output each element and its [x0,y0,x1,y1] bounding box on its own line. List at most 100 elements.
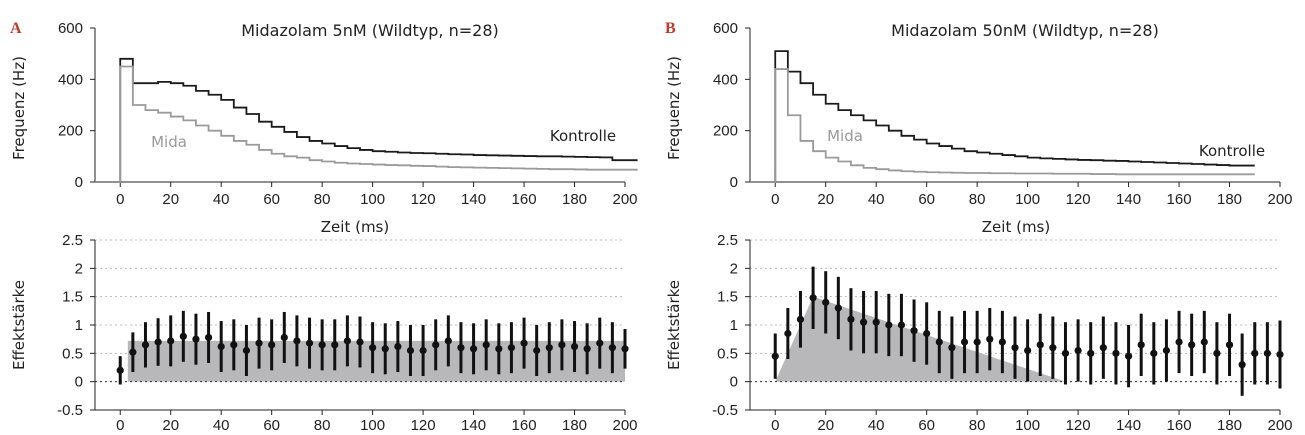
freq-xtick-label-a: 200 [612,191,637,208]
effect-ytick-label-b: 2.5 [717,232,738,249]
effect-point-a [482,341,490,349]
effect-point-a [533,346,541,355]
freq-xtick-label-b: 40 [868,191,885,208]
effect-point-a [596,339,604,347]
effect-point-b [1061,349,1070,357]
effect-xtick-label-a: 40 [213,417,230,434]
freq-ytick-label-a: 600 [58,20,83,37]
freq-xtick-label-a: 60 [263,191,280,208]
effect-xtick-label-a: 80 [314,417,331,434]
effect-point-b [923,329,931,338]
freq-xtick-label-a: 140 [461,191,486,208]
effect-point-a [230,341,238,349]
freq-xlabel-b: Zeit (ms) [982,218,1050,236]
effect-point-b [1124,352,1133,360]
effect-ytick-label-a: 1 [75,317,83,334]
effect-point-b [973,338,981,346]
effect-point-b [998,338,1006,346]
effect-point-a [280,333,288,342]
effect-point-b [1251,349,1259,357]
freq-xtick-label-b: 200 [1267,191,1292,208]
effect-xtick-label-a: 160 [512,417,537,434]
kontrolle-series-b [750,50,1255,183]
effect-point-b [822,298,830,306]
effect-point-b [910,327,918,335]
effect-point-b [897,321,906,329]
effect-point-a [558,341,566,349]
effect-ytick-label-a: 0.5 [62,345,83,362]
effect-xtick-label-a: 100 [360,417,385,434]
effect-ytick-label-b: -0.5 [712,402,738,419]
effect-point-a [583,345,591,353]
effect-point-a [432,341,440,349]
freq-xtick-label-b: 180 [1217,191,1242,208]
effect-point-b [1024,346,1032,355]
freq-xtick-label-b: 0 [771,191,779,208]
freq-xtick-label-b: 60 [918,191,935,208]
effect-ylabel-b: Effektstärke [665,280,683,370]
effect-point-a [129,348,137,356]
kontrolle-label-b: Kontrolle [1199,142,1265,160]
effect-point-b [1263,349,1271,357]
effect-xtick-label-a: 0 [116,417,124,434]
mida-series-b [750,68,1255,183]
effect-point-b [986,335,994,343]
effect-xtick-label-a: 20 [162,417,179,434]
effect-xtick-label-a: 200 [612,417,637,434]
effect-point-a [268,341,276,349]
freq-xtick-label-b: 20 [817,191,834,208]
freq-xtick-label-b: 160 [1167,191,1192,208]
effect-xtick-label-b: 180 [1217,417,1242,434]
freq-xtick-label-a: 180 [562,191,587,208]
effect-point-b [1011,344,1019,352]
effect-xtick-label-b: 200 [1267,417,1292,434]
effect-point-b [1150,349,1158,357]
effect-point-a [217,342,225,351]
effect-point-b [796,315,805,323]
effect-point-b [1188,341,1196,349]
effect-plot-a: -0.5 0 0.5 1 1.5 2 2.5 0 20 40 60 80 100 120 140 160 180… [57,232,637,434]
effect-plot-b: -0.5 0 0.5 1 1.5 2 2.5 0 20 40 60 80 100 120 140 160 180… [712,232,1292,434]
effect-point-a [369,344,377,352]
kontrolle-series-a [95,57,638,183]
effect-ytick-label-b: 2 [730,260,738,277]
effect-point-b [1036,341,1044,349]
freq-xtick-label-b: 140 [1116,191,1141,208]
effect-point-b [1175,338,1183,346]
effect-point-a [293,337,301,345]
freq-ylabel-b: Frequenz (Hz) [665,56,683,160]
effect-point-a [167,337,175,345]
effect-point-a [192,335,200,343]
effect-point-a [444,337,452,345]
mida-label-b: Mida [827,127,863,145]
effect-point-a [406,346,415,355]
effect-xtick-label-b: 0 [771,417,779,434]
mida-label-a: Mida [151,133,187,151]
effect-xtick-label-b: 120 [1066,417,1091,434]
effect-xtick-label-b: 60 [918,417,935,434]
freq-xtick-label-a: 160 [512,191,537,208]
effect-point-b [948,344,956,352]
effect-xtick-label-b: 20 [817,417,834,434]
freq-ytick-label-b: 200 [713,123,738,140]
effect-ytick-label-b: 1.5 [717,289,738,306]
effect-point-a [141,341,150,349]
effect-point-a [356,338,364,346]
effect-point-a [520,339,528,347]
effect-ytick-label-a: 0 [75,374,83,391]
effect-point-a [469,345,478,353]
freq-ytick-label-a: 400 [58,71,83,88]
effect-point-b [771,352,779,360]
freq-ytick-label-b: 0 [730,174,738,191]
effect-ytick-label-b: 0 [730,374,738,391]
effect-point-b [1238,361,1246,369]
effect-xtick-label-a: 180 [562,417,587,434]
effect-xtick-label-b: 40 [868,417,885,434]
effect-point-a [394,342,402,351]
effect-ytick-label-a: 2.5 [62,232,83,249]
effect-ytick-label-b: 0.5 [717,345,738,362]
freq-xtick-label-b: 100 [1015,191,1040,208]
effect-point-b [1213,349,1221,357]
